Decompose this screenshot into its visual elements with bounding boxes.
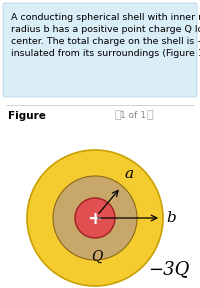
Text: +: + [88, 210, 102, 228]
Circle shape [53, 176, 137, 260]
Text: a: a [125, 167, 134, 181]
Text: 〉: 〉 [147, 110, 153, 120]
FancyBboxPatch shape [3, 3, 197, 97]
Circle shape [27, 150, 163, 286]
Text: A conducting spherical shell with inner radius a and outer
radius b has a positi: A conducting spherical shell with inner … [11, 13, 200, 58]
Text: b: b [166, 211, 176, 225]
Text: −3Q: −3Q [148, 260, 189, 278]
Circle shape [75, 198, 115, 238]
Text: 1 of 1: 1 of 1 [120, 111, 146, 120]
Text: Figure: Figure [8, 111, 46, 121]
Text: Q: Q [91, 250, 103, 264]
Text: 〈: 〈 [115, 110, 121, 120]
